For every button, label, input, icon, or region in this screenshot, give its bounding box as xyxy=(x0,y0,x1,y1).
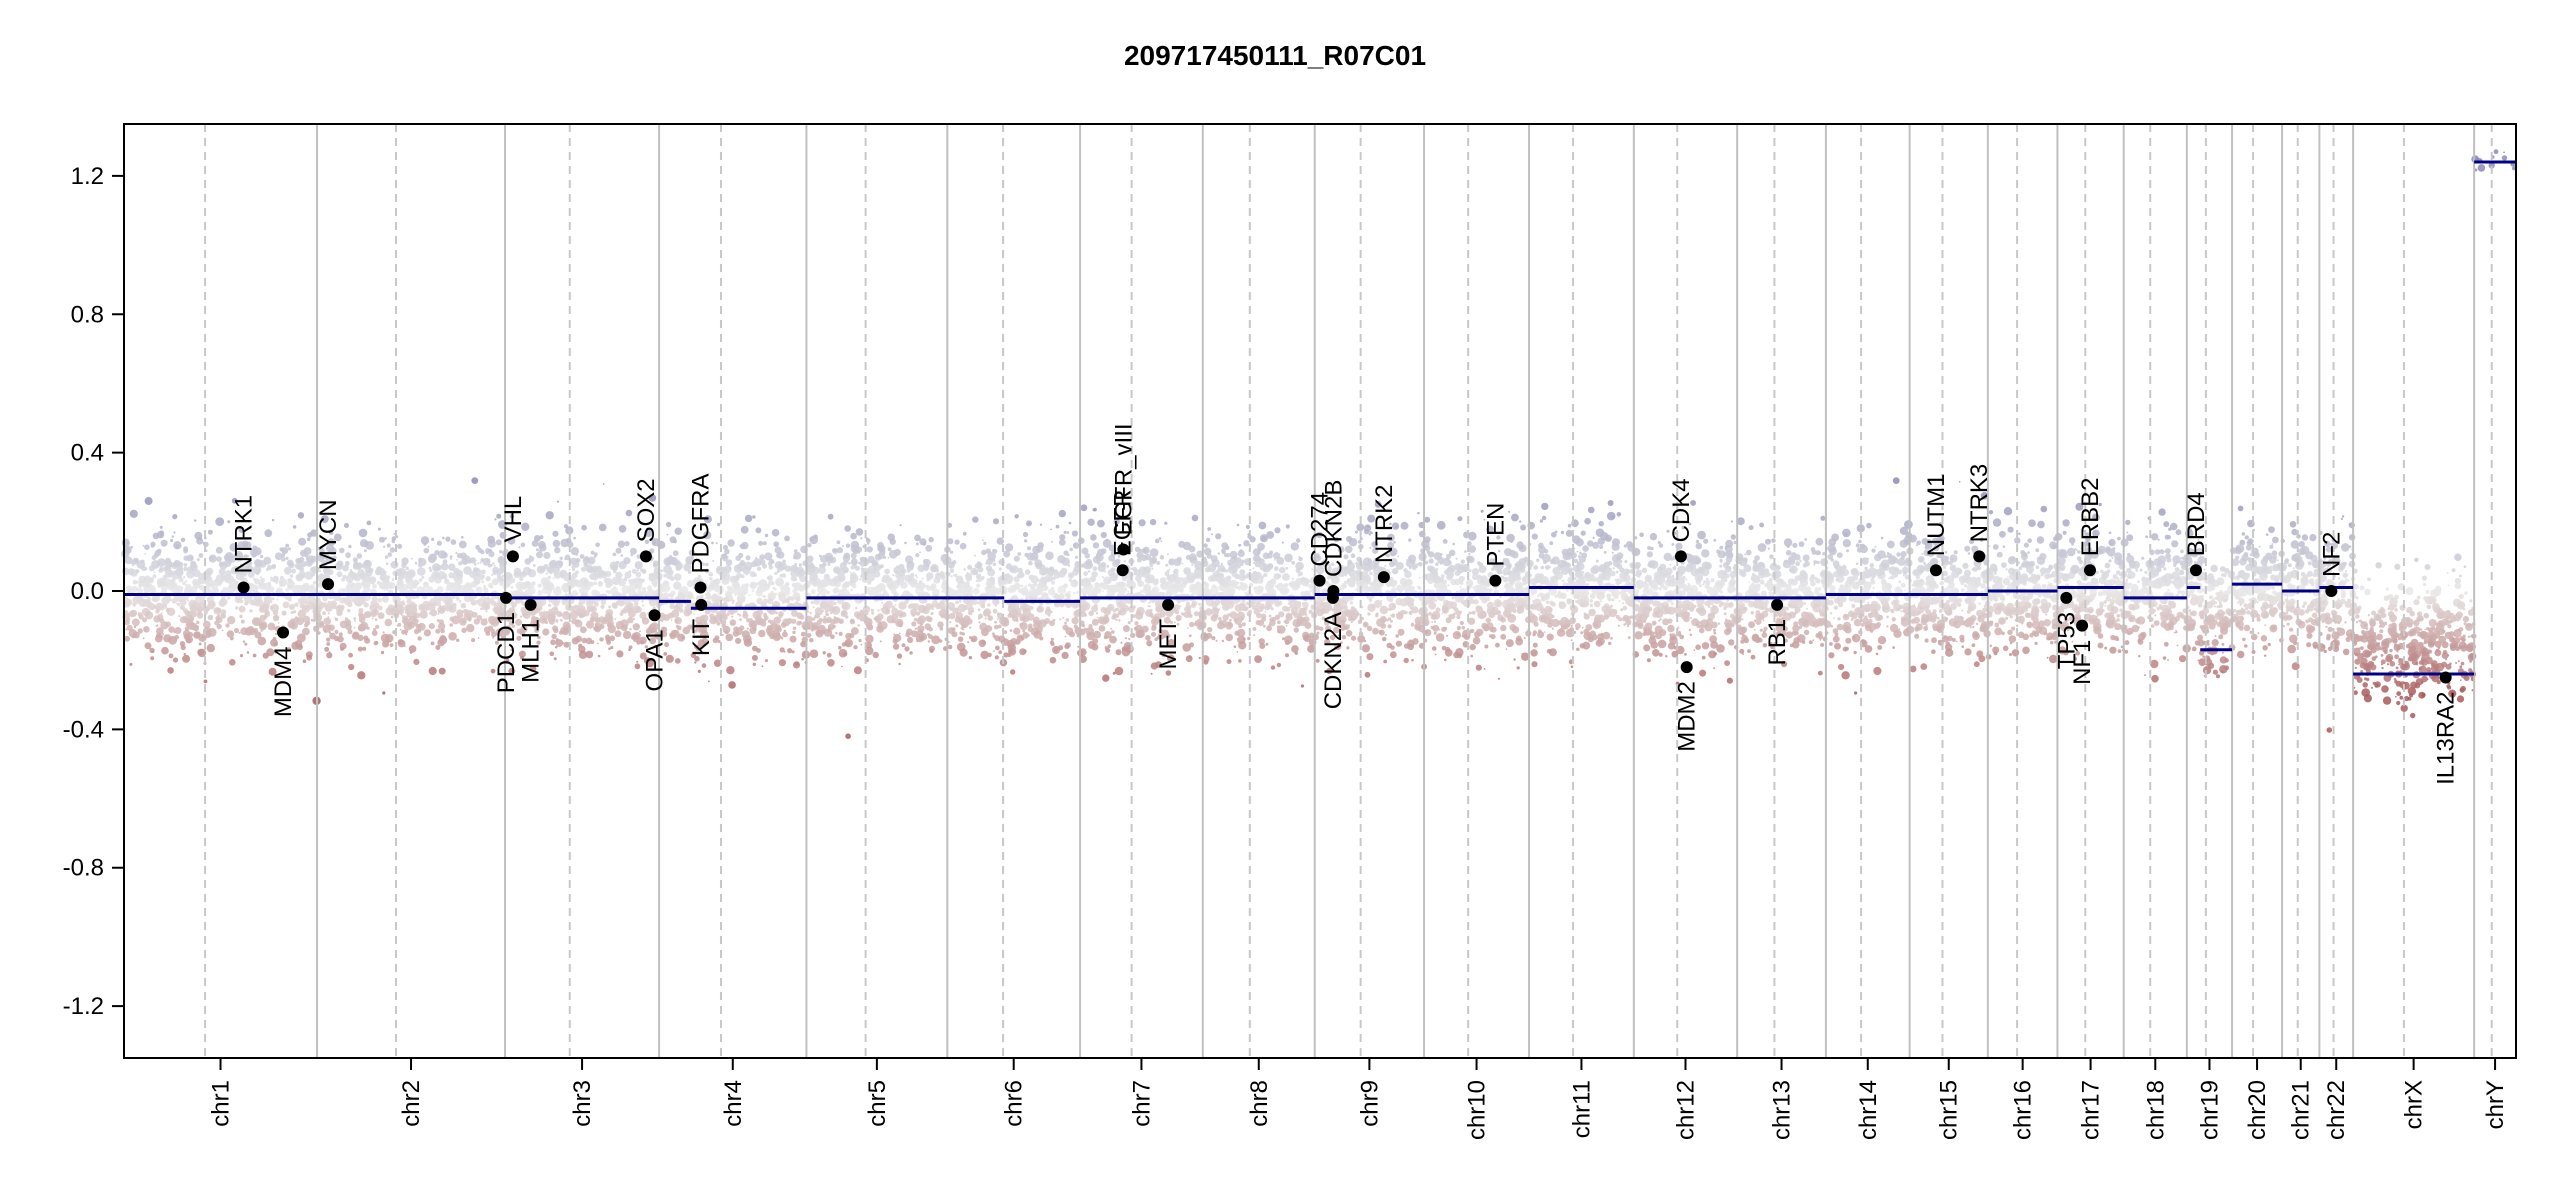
gene-point-mycn xyxy=(322,578,335,591)
gene-point-tp53 xyxy=(2060,591,2073,604)
x-tick-label-chr12: chr12 xyxy=(1672,1080,1699,1140)
gene-point-pdcd1 xyxy=(500,591,513,604)
gene-label-mlh1: MLH1 xyxy=(518,619,545,683)
gene-point-rb1 xyxy=(1771,598,1784,611)
gene-label-pten: PTEN xyxy=(1482,503,1509,567)
gene-point-erbb2 xyxy=(2083,564,2096,577)
gene-point-met xyxy=(1162,598,1175,611)
y-tick-label: -1.2 xyxy=(63,993,104,1020)
x-tick-label-chr5: chr5 xyxy=(864,1080,891,1127)
chromosome-boundaries xyxy=(204,124,2493,1058)
x-tick-label-chr10: chr10 xyxy=(1464,1080,1491,1140)
gene-point-kit xyxy=(695,598,708,611)
gene-label-mycn: MYCN xyxy=(315,499,342,570)
gene-label-cdkn2b: CDKN2B xyxy=(1320,480,1347,577)
gene-point-il13ra2 xyxy=(2439,671,2452,684)
gene-label-il13ra2: IL13RA2 xyxy=(2433,691,2460,784)
gene-point-opa1 xyxy=(648,609,661,622)
x-tick-label-chr8: chr8 xyxy=(1246,1080,1273,1127)
gene-label-cd274: CD274 xyxy=(1307,492,1334,567)
y-tick-label: 1.2 xyxy=(71,163,104,190)
gene-label-pdcd1: PDCD1 xyxy=(493,612,520,693)
gene-label-sox2: SOX2 xyxy=(633,478,660,542)
x-tick-label-chr11: chr11 xyxy=(1568,1080,1595,1138)
gene-point-brd4 xyxy=(2189,564,2202,577)
gene-point-mlh1 xyxy=(524,598,537,611)
gene-label-ntrk2: NTRK2 xyxy=(1371,484,1398,563)
x-tick-label-chr4: chr4 xyxy=(720,1080,747,1127)
gene-label-tp53: TP53 xyxy=(2053,612,2080,669)
gene-point-mdm4 xyxy=(277,626,290,639)
gene-point-pten xyxy=(1489,574,1502,587)
gene-point-cdkn2a xyxy=(1326,591,1339,604)
segment-lines xyxy=(124,160,2516,676)
x-tick-label-chr6: chr6 xyxy=(1001,1080,1028,1127)
y-tick-label: 0.4 xyxy=(71,440,104,467)
gene-label-cdkn2a: CDKN2A xyxy=(1320,612,1347,709)
gene-point-nf1 xyxy=(2076,619,2089,632)
x-tick-label-chrY: chrY xyxy=(2482,1080,2509,1129)
gene-label-rb1: RB1 xyxy=(1764,619,1791,666)
gene-label-brd4: BRD4 xyxy=(2183,492,2210,556)
x-tick-label-chr17: chr17 xyxy=(2078,1080,2105,1140)
x-tick-label-chr16: chr16 xyxy=(2010,1080,2037,1140)
x-tick-label-chr21: chr21 xyxy=(2288,1080,2315,1140)
gene-label-ntrk3: NTRK3 xyxy=(1966,464,1993,543)
bin-points-layer xyxy=(121,149,2517,739)
x-tick-label-chr3: chr3 xyxy=(569,1080,596,1127)
gene-label-nf2: NF2 xyxy=(2318,532,2345,577)
x-tick-label-chr9: chr9 xyxy=(1356,1080,1383,1127)
x-tick-label-chrX: chrX xyxy=(2401,1080,2428,1129)
x-tick-label-chr18: chr18 xyxy=(2142,1080,2169,1140)
gene-point-nutm1 xyxy=(1929,564,1942,577)
x-tick-label-chr22: chr22 xyxy=(2323,1080,2350,1140)
gene-label-kit: KIT xyxy=(688,619,715,657)
gene-point-cd274 xyxy=(1313,574,1326,587)
gene-point-ntrk3 xyxy=(1973,550,1986,563)
gene-label-nutm1: NUTM1 xyxy=(1923,474,1950,557)
x-tick-label-chr1: chr1 xyxy=(208,1080,235,1127)
y-tick-label: 0.8 xyxy=(71,301,104,328)
gene-point-pdgfra xyxy=(694,581,707,594)
gene-label-nf1: NF1 xyxy=(2069,640,2096,685)
gene-point-egfr xyxy=(1116,564,1129,577)
x-tick-label-chr13: chr13 xyxy=(1769,1080,1796,1140)
gene-label-cdk4: CDK4 xyxy=(1668,478,1695,542)
gene-point-sox2 xyxy=(639,550,652,563)
gene-point-cdk4 xyxy=(1674,550,1687,563)
gene-point-mdm2 xyxy=(1680,661,1693,674)
gene-label-ntrk1: NTRK1 xyxy=(231,495,258,574)
gene-point-ntrk1 xyxy=(237,581,250,594)
x-tick-label-chr2: chr2 xyxy=(398,1080,425,1127)
gene-label-mdm4: MDM4 xyxy=(270,647,297,718)
gene-point-ntrk2 xyxy=(1377,571,1390,584)
x-tick-label-chr15: chr15 xyxy=(1936,1080,1963,1140)
gene-label-vhl: VHL xyxy=(500,496,527,543)
chart-title: 209717450111_R07C01 xyxy=(1123,40,1427,71)
gene-label-mdm2: MDM2 xyxy=(1674,681,1701,752)
x-tick-label-chr20: chr20 xyxy=(2244,1080,2271,1140)
y-tick-label: 0.0 xyxy=(71,578,104,605)
gene-label-erbb2: ERBB2 xyxy=(2077,478,2104,557)
y-tick-label: -0.8 xyxy=(63,855,104,882)
axes: -1.2 -0.8 -0.4 0.0 0.4 0.8 1.2 chr1 chr2 chr3 chr4… xyxy=(63,123,2517,1140)
gene-point-nf2 xyxy=(2325,585,2338,597)
x-tick-label-chr7: chr7 xyxy=(1128,1080,1155,1127)
gene-label-egfr_viii: EGFR_vIII xyxy=(1110,423,1137,535)
x-tick-label-chr19: chr19 xyxy=(2196,1080,2223,1140)
gene-label-met: MET xyxy=(1155,619,1182,670)
gene-label-pdgfra: PDGFRA xyxy=(687,474,714,574)
gene-point-vhl xyxy=(506,550,519,563)
gene-label-opa1: OPA1 xyxy=(642,629,669,691)
gene-point-egfr_viii xyxy=(1117,543,1130,556)
y-tick-label: -0.4 xyxy=(63,716,104,743)
x-tick-label-chr14: chr14 xyxy=(1855,1080,1882,1140)
